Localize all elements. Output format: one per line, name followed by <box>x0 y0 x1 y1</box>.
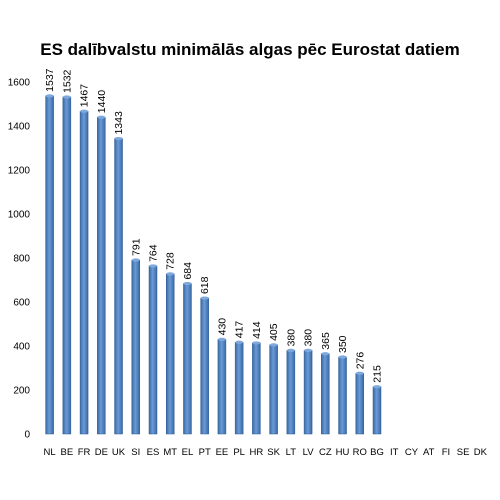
bar <box>303 350 313 435</box>
data-label: 728 <box>165 252 177 270</box>
x-tick-label: MT <box>163 447 177 458</box>
y-tick-label: 600 <box>13 298 30 309</box>
y-tick-label: 1000 <box>8 210 31 221</box>
bar-cap <box>45 94 54 98</box>
x-tick-label: SK <box>267 447 280 458</box>
x-tick-label: HR <box>250 447 264 458</box>
data-label: 1467 <box>79 84 91 108</box>
x-tick-label: CY <box>405 447 419 458</box>
data-label: 1343 <box>113 111 125 135</box>
bar <box>234 342 244 435</box>
bar <box>321 353 330 435</box>
x-tick-label: EL <box>182 447 194 458</box>
x-tick-label: FI <box>442 447 450 458</box>
x-tick-label: PT <box>199 447 211 458</box>
bar-cap <box>252 341 261 345</box>
data-label: 380 <box>285 329 297 347</box>
bar-cap <box>217 337 226 341</box>
y-tick-label: 800 <box>13 254 30 265</box>
data-label: 215 <box>372 365 384 383</box>
bar <box>148 265 158 435</box>
y-tick-label: 0 <box>24 430 30 441</box>
bar <box>114 138 123 435</box>
x-tick-label: LT <box>286 447 297 458</box>
bar-cap <box>62 95 71 99</box>
bar <box>338 356 347 435</box>
data-label: 276 <box>354 352 366 370</box>
data-label: 1537 <box>44 68 56 92</box>
x-tick-label: IT <box>390 447 399 458</box>
data-label: 414 <box>251 321 263 339</box>
x-tick-label: NL <box>44 447 56 458</box>
y-tick-label: 1200 <box>8 166 31 177</box>
bar-cap <box>286 348 295 352</box>
chart-title: ES dalībvalstu minimālās algas pēc Euros… <box>40 40 460 59</box>
bar <box>183 283 192 435</box>
data-label: 791 <box>130 238 142 256</box>
x-tick-label: SE <box>457 447 470 458</box>
x-tick-label: AT <box>423 447 435 458</box>
data-label: 430 <box>216 318 228 336</box>
bar <box>79 111 89 435</box>
data-label: 417 <box>234 321 246 339</box>
data-label: 380 <box>303 329 315 347</box>
bar <box>217 339 227 435</box>
x-tick-label: PL <box>233 447 245 458</box>
bar-cap <box>373 385 381 389</box>
x-tick-label: HU <box>336 447 350 458</box>
bar-cap <box>80 109 89 113</box>
bar-cap <box>166 272 175 276</box>
bar <box>252 342 261 435</box>
x-tick-label: BE <box>61 447 74 458</box>
bar-cap <box>149 264 157 268</box>
x-tick-label: DE <box>95 447 108 458</box>
x-tick-label: SI <box>131 447 140 458</box>
x-tick-label: RO <box>353 447 367 458</box>
data-label: 350 <box>337 335 349 353</box>
bar-cap <box>321 352 330 356</box>
bar <box>372 386 382 435</box>
data-label: 1532 <box>61 69 73 93</box>
x-tick-label: DK <box>474 447 488 458</box>
bar-cap <box>338 355 347 359</box>
bar-cap <box>183 281 192 286</box>
bar <box>97 116 106 435</box>
bar-cap <box>200 296 209 300</box>
bar <box>200 297 209 435</box>
data-label: 618 <box>199 276 211 294</box>
bar-cap <box>235 340 244 344</box>
y-tick-label: 200 <box>13 386 30 397</box>
bar-cap <box>269 343 278 347</box>
bar <box>286 350 296 435</box>
x-tick-label: UK <box>112 447 126 458</box>
bar <box>62 96 72 435</box>
x-tick-label: BG <box>370 447 384 458</box>
y-tick-label: 400 <box>13 342 30 353</box>
x-tick-label: CZ <box>319 447 332 458</box>
x-tick-label: FR <box>78 447 91 458</box>
bar <box>355 373 365 435</box>
y-tick-label: 1400 <box>8 122 31 133</box>
bar-cap <box>114 136 123 141</box>
data-label: 405 <box>268 323 280 341</box>
bar <box>45 95 54 435</box>
data-label: 1440 <box>96 90 108 114</box>
x-tick-label: ES <box>147 447 160 458</box>
bar-cap <box>131 258 140 262</box>
x-tick-label: LV <box>303 447 315 458</box>
bar-cap <box>97 115 106 119</box>
data-label: 684 <box>182 262 194 280</box>
data-label: 365 <box>320 332 332 350</box>
bar <box>269 344 278 435</box>
y-tick-label: 1600 <box>8 78 31 89</box>
bar <box>131 259 141 435</box>
bar-cap <box>355 371 364 375</box>
bar-cap <box>304 348 313 352</box>
data-label: 764 <box>148 244 160 262</box>
x-tick-label: EE <box>216 447 229 458</box>
bar <box>165 273 175 435</box>
